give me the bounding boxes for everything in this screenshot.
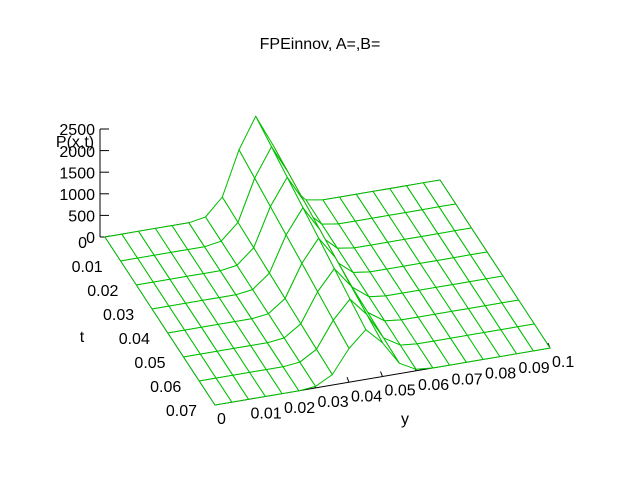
x-tick-label: 0.09 [519, 360, 550, 377]
x-tick-label: 0.04 [351, 388, 382, 405]
x-tick-label: 0.01 [251, 406, 282, 423]
y-tick-label: 0.02 [87, 283, 118, 300]
y-tick-label: 0.04 [119, 331, 150, 348]
x-tick [380, 371, 383, 377]
x-axis-label: y [401, 411, 409, 428]
y-tick-label: 0.01 [72, 259, 103, 276]
z-tick-label: 0 [86, 230, 95, 247]
z-axis-label: P(x,t) [56, 134, 94, 151]
z-tick-label: 2500 [59, 122, 95, 139]
x-tick-label: 0.02 [284, 400, 315, 417]
x-tick-label: 0.07 [452, 371, 483, 388]
y-axis-label: t [80, 329, 85, 346]
x-tick-label: 0.08 [485, 366, 516, 383]
chart-title: FPEinnov, A=,B= [260, 36, 381, 53]
y-tick-label: 0.05 [134, 355, 165, 372]
z-tick-label: 500 [68, 209, 95, 226]
y-tick-label: 0.03 [103, 307, 134, 324]
x-tick-label: 0.05 [385, 383, 416, 400]
y-tick-label: 0 [78, 235, 87, 252]
z-tick-label: 1500 [59, 165, 95, 182]
z-tick-label: 1000 [59, 187, 95, 204]
surface-cell [198, 377, 233, 406]
x-tick [346, 377, 350, 383]
y-tick-label: 0.07 [166, 403, 197, 420]
z-tick-label: 2000 [59, 144, 95, 161]
x-tick-label: 0 [217, 411, 226, 428]
x-tick-label: 0.03 [318, 394, 349, 411]
x-tick-label: 0.1 [552, 354, 574, 371]
y-tick-label: 0.06 [150, 379, 181, 396]
x-tick-label: 0.06 [418, 377, 449, 394]
